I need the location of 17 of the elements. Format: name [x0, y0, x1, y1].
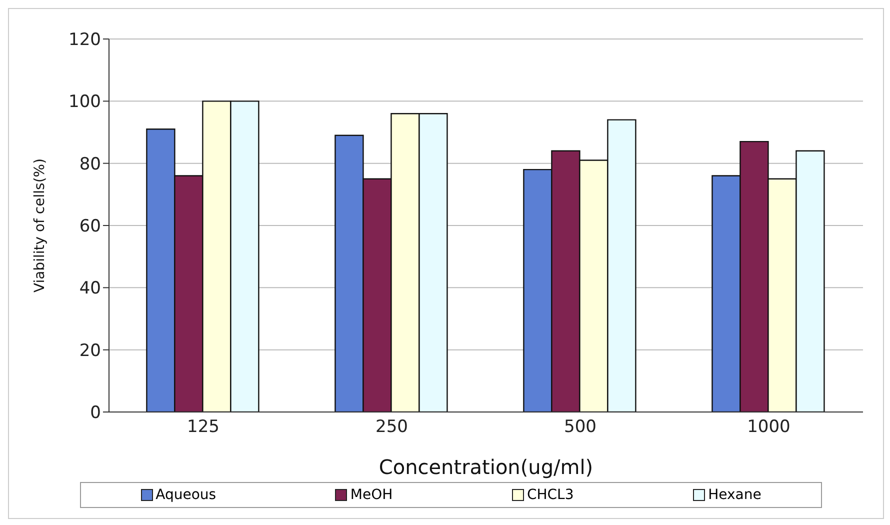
y-tick-label: 80: [79, 154, 101, 174]
legend-label: MeOH: [349, 487, 393, 503]
y-tick-label: 0: [90, 403, 101, 424]
y-tick-label: 40: [79, 278, 101, 299]
y-tick-label: 20: [79, 340, 101, 361]
legend-label: Hexane: [707, 487, 762, 503]
x-tick-label: 500: [564, 417, 596, 438]
y-axis-title: Viability of cells(%): [32, 158, 48, 293]
y-tick-label: 60: [79, 216, 101, 237]
y-tick-label: 100: [68, 92, 101, 112]
x-tick-label: 250: [376, 417, 408, 438]
legend-label: Aqueous: [154, 487, 216, 503]
y-tick-label: 120: [68, 30, 101, 50]
legend-label: CHCL3: [526, 487, 574, 503]
x-tick-label: 125: [187, 417, 220, 438]
x-axis-title: Concentration(ug/ml): [378, 455, 594, 479]
x-tick-label: 1000: [747, 417, 790, 438]
